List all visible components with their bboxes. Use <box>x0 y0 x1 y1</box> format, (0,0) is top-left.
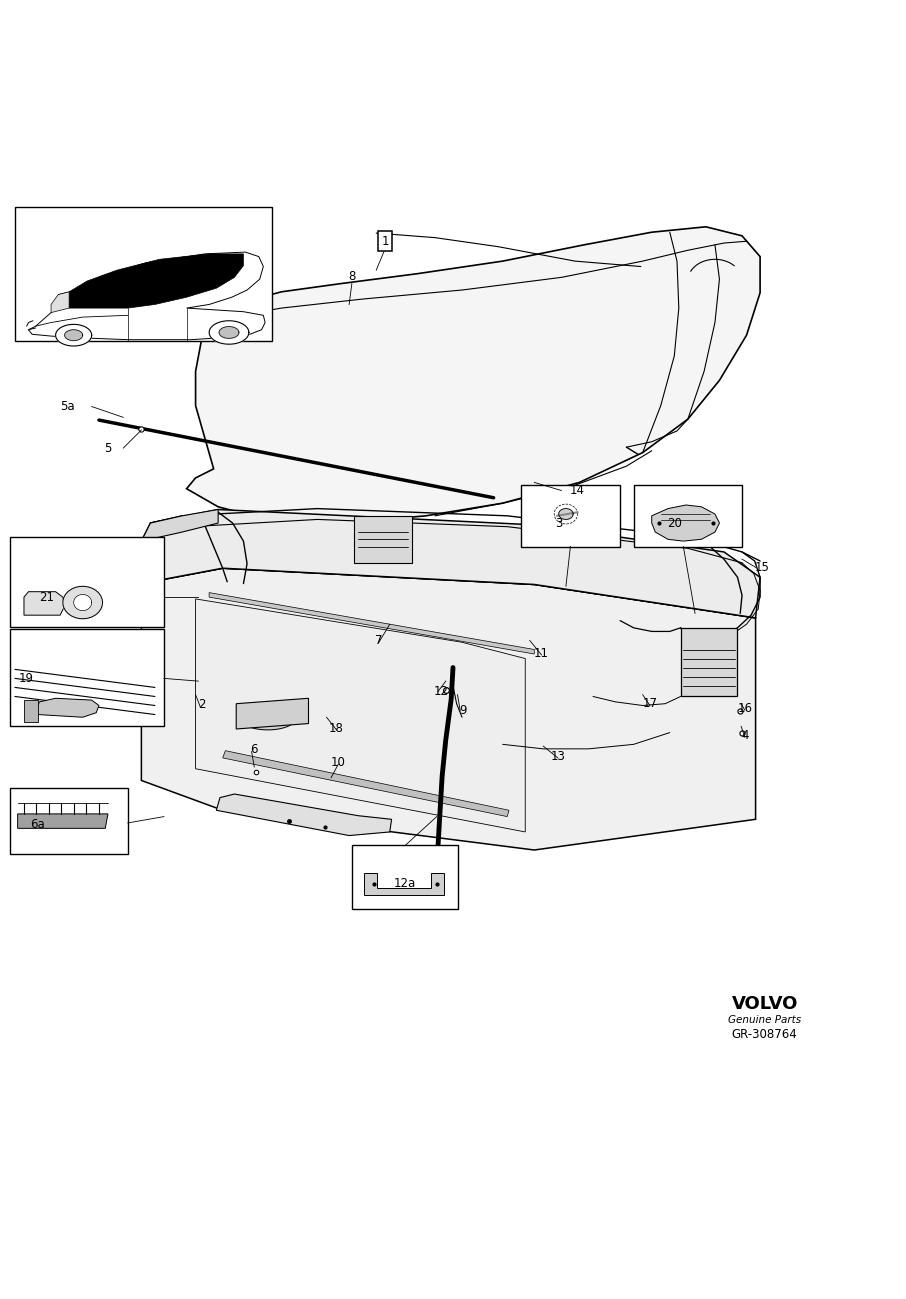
Polygon shape <box>651 505 719 542</box>
Text: 20: 20 <box>667 517 681 530</box>
Polygon shape <box>223 751 509 817</box>
Text: VOLVO: VOLVO <box>731 995 798 1013</box>
Text: 6a: 6a <box>30 818 45 831</box>
Text: 17: 17 <box>642 698 658 711</box>
Polygon shape <box>239 704 297 730</box>
Text: 9: 9 <box>459 704 467 717</box>
Polygon shape <box>187 227 760 523</box>
Text: 11: 11 <box>534 647 549 660</box>
Text: 12a: 12a <box>394 877 416 890</box>
Polygon shape <box>364 873 444 895</box>
Text: 15: 15 <box>755 561 769 574</box>
Text: 13: 13 <box>550 750 565 763</box>
Text: 8: 8 <box>348 270 355 283</box>
Text: 19: 19 <box>18 672 34 685</box>
Text: 3: 3 <box>555 517 563 530</box>
Text: 7: 7 <box>375 634 382 647</box>
Bar <box>352 846 458 909</box>
Polygon shape <box>51 292 69 313</box>
Text: 12: 12 <box>434 686 448 699</box>
Polygon shape <box>141 509 760 618</box>
Text: 14: 14 <box>570 485 585 498</box>
Polygon shape <box>64 330 82 340</box>
Bar <box>353 516 412 562</box>
Text: 21: 21 <box>39 591 54 604</box>
Polygon shape <box>24 591 64 616</box>
Polygon shape <box>236 699 308 729</box>
Text: 6: 6 <box>251 743 258 756</box>
Bar <box>11 536 164 627</box>
Polygon shape <box>141 568 756 850</box>
Bar <box>633 485 742 547</box>
Polygon shape <box>57 253 244 308</box>
Text: 5: 5 <box>104 442 111 455</box>
Polygon shape <box>37 699 99 717</box>
Polygon shape <box>55 325 92 346</box>
Polygon shape <box>63 586 102 618</box>
Text: 5a: 5a <box>60 400 74 413</box>
Polygon shape <box>141 509 218 542</box>
Polygon shape <box>28 252 265 340</box>
Text: 18: 18 <box>329 721 344 734</box>
Bar <box>680 627 737 696</box>
Text: GR-308764: GR-308764 <box>732 1028 797 1040</box>
Polygon shape <box>559 509 573 520</box>
Bar <box>11 629 164 726</box>
Text: 1: 1 <box>381 235 389 248</box>
Polygon shape <box>209 321 249 344</box>
Polygon shape <box>209 592 535 653</box>
Polygon shape <box>73 595 92 611</box>
Polygon shape <box>217 794 391 835</box>
Bar <box>14 207 273 340</box>
Text: 16: 16 <box>737 701 752 714</box>
Text: 10: 10 <box>331 756 346 769</box>
Polygon shape <box>196 599 525 831</box>
Polygon shape <box>24 700 37 722</box>
Bar <box>11 787 128 853</box>
Text: 4: 4 <box>741 729 748 742</box>
Text: 2: 2 <box>198 698 206 711</box>
Text: Genuine Parts: Genuine Parts <box>728 1015 801 1025</box>
Polygon shape <box>219 326 239 338</box>
Polygon shape <box>17 814 108 829</box>
Bar <box>521 485 620 547</box>
